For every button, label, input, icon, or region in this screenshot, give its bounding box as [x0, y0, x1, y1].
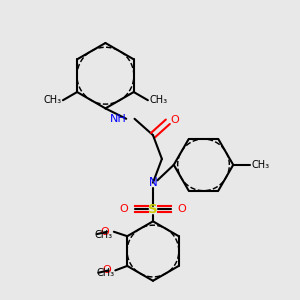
- Text: O: O: [100, 227, 109, 237]
- Text: O: O: [120, 204, 128, 214]
- Text: O: O: [178, 204, 186, 214]
- Text: NH: NH: [110, 114, 126, 124]
- Text: CH₃: CH₃: [43, 95, 62, 105]
- Text: O: O: [102, 266, 111, 275]
- Text: S: S: [148, 203, 158, 216]
- Text: O: O: [170, 115, 179, 125]
- Text: N: N: [148, 176, 157, 189]
- Text: CH₃: CH₃: [252, 160, 270, 170]
- Text: CH₃: CH₃: [94, 230, 113, 240]
- Text: CH₃: CH₃: [96, 268, 114, 278]
- Text: CH₃: CH₃: [149, 95, 167, 105]
